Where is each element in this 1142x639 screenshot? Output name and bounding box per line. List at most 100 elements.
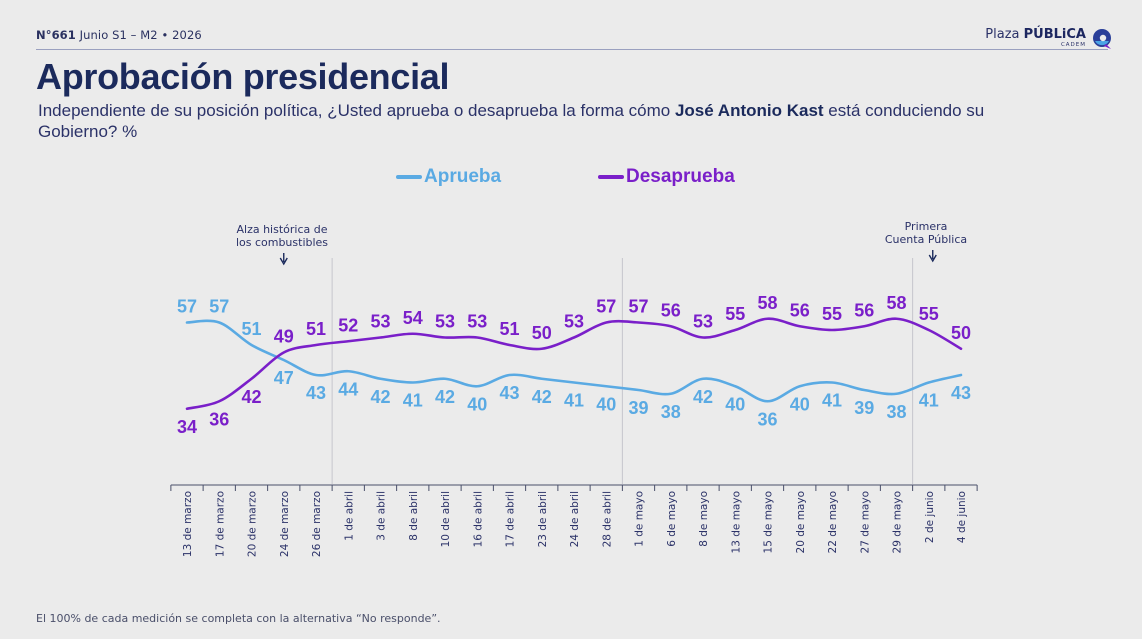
- annotation-account-line2: Cuenta Pública: [884, 233, 968, 246]
- arrow-account-icon: [928, 250, 937, 263]
- legend-desaprueba-label: Desaprueba: [626, 166, 735, 187]
- arrow-fuel-icon: [279, 253, 288, 266]
- x-tick-label: 8 de mayo: [698, 491, 710, 547]
- data-label-desaprueba: 50: [532, 323, 552, 343]
- data-label-aprueba: 40: [596, 394, 616, 414]
- data-label-desaprueba: 55: [725, 304, 745, 324]
- data-label-desaprueba: 57: [596, 297, 616, 317]
- x-tick-label: 24 de abril: [569, 491, 581, 547]
- x-tick-label: 24 de marzo: [279, 491, 291, 557]
- x-tick-label: 1 de abril: [343, 491, 355, 541]
- subtitle-name: José Antonio Kast: [674, 101, 824, 120]
- data-label-aprueba: 40: [467, 394, 487, 414]
- annotation-fuel: Alza histórica de los combustibles: [222, 223, 342, 249]
- data-label-desaprueba: 56: [661, 300, 681, 320]
- legend-aprueba-label: Aprueba: [424, 166, 502, 187]
- data-label-desaprueba: 52: [338, 315, 358, 335]
- data-label-aprueba: 43: [951, 383, 971, 403]
- data-label-desaprueba: 55: [919, 304, 939, 324]
- data-label-aprueba: 42: [435, 387, 455, 407]
- annotation-fuel-line2: los combustibles: [235, 236, 329, 249]
- issue-detail: Junio S1 – M2 • 2026: [79, 28, 202, 42]
- question-subtitle: Independiente de su posición política, ¿…: [38, 100, 998, 142]
- data-label-desaprueba: 57: [628, 297, 648, 317]
- data-label-desaprueba: 58: [886, 293, 906, 313]
- data-label-desaprueba: 58: [757, 293, 777, 313]
- data-label-aprueba: 39: [854, 398, 874, 418]
- x-tick-label: 15 de mayo: [763, 491, 775, 553]
- x-tick-label: 22 de mayo: [827, 491, 839, 553]
- brand-prefix: Plaza: [985, 27, 1020, 42]
- data-label-desaprueba: 53: [467, 312, 487, 332]
- annotation-account-line1: Primera: [904, 220, 948, 233]
- legend-aprueba-swatch: [396, 175, 422, 179]
- data-label-desaprueba: 53: [370, 312, 390, 332]
- data-label-aprueba: 42: [693, 387, 713, 407]
- data-label-desaprueba: 51: [499, 319, 519, 339]
- data-label-aprueba: 42: [532, 387, 552, 407]
- data-label-aprueba: 41: [564, 391, 584, 411]
- subtitle-part2: está conduciendo su Gobierno? %: [38, 101, 985, 141]
- x-tick-label: 10 de abril: [440, 491, 452, 547]
- data-label-desaprueba: 50: [951, 323, 971, 343]
- x-tick-label: 3 de abril: [376, 491, 388, 541]
- header-divider: [36, 49, 1108, 50]
- data-label-aprueba: 40: [790, 394, 810, 414]
- x-tick-label: 13 de mayo: [730, 491, 742, 553]
- brand-sub: CADEM: [1060, 42, 1086, 48]
- data-label-desaprueba: 36: [209, 409, 229, 429]
- x-tick-label: 20 de marzo: [247, 491, 259, 557]
- brand-name: PÚBLiCA: [1023, 27, 1086, 42]
- data-label-aprueba: 43: [499, 383, 519, 403]
- x-tick-label: 23 de abril: [537, 491, 549, 547]
- data-label-aprueba: 38: [661, 402, 681, 422]
- data-label-aprueba: 36: [757, 409, 777, 429]
- series-line-aprueba: [185, 319, 963, 403]
- x-tick-label: 28 de abril: [601, 491, 613, 547]
- data-label-desaprueba: 53: [564, 312, 584, 332]
- data-label-aprueba: 51: [241, 319, 261, 339]
- issue-label: N°661 Junio S1 – M2 • 2026: [36, 28, 202, 42]
- brand-bubble-icon: [1093, 29, 1111, 49]
- data-label-aprueba: 57: [209, 297, 229, 317]
- data-label-desaprueba: 55: [822, 304, 842, 324]
- page-title: Aprobación presidencial: [36, 56, 450, 97]
- x-tick-label: 13 de marzo: [182, 491, 194, 557]
- data-label-aprueba: 47: [274, 368, 294, 388]
- x-tick-label: 17 de marzo: [214, 491, 226, 557]
- data-label-aprueba: 42: [370, 387, 390, 407]
- data-label-desaprueba: 34: [177, 417, 197, 437]
- x-tick-label: 2 de junio: [924, 491, 936, 543]
- x-tick-label: 27 de mayo: [859, 491, 871, 553]
- data-label-desaprueba: 51: [306, 319, 326, 339]
- brand-logo: Plaza PÚBLiCA CADEM: [985, 28, 1086, 49]
- x-tick-label: 6 de mayo: [666, 491, 678, 547]
- data-label-aprueba: 44: [338, 379, 358, 399]
- legend-aprueba: Aprueba: [396, 166, 501, 188]
- data-label-aprueba: 38: [886, 402, 906, 422]
- legend-desaprueba: Desaprueba: [598, 166, 735, 188]
- issue-number: N°661: [36, 28, 76, 42]
- data-label-desaprueba: 49: [274, 327, 294, 347]
- legend-desaprueba-swatch: [598, 175, 624, 179]
- data-label-desaprueba: 56: [854, 300, 874, 320]
- data-label-aprueba: 41: [403, 391, 423, 411]
- data-label-desaprueba: 53: [693, 312, 713, 332]
- data-label-aprueba: 39: [628, 398, 648, 418]
- series-line-desaprueba: [185, 317, 963, 411]
- data-label-desaprueba: 42: [241, 387, 261, 407]
- data-label-desaprueba: 53: [435, 312, 455, 332]
- data-label-desaprueba: 54: [403, 308, 423, 328]
- subtitle-part1: Independiente de su posición política, ¿…: [38, 101, 675, 120]
- x-tick-label: 17 de abril: [505, 491, 517, 547]
- x-tick-label: 1 de mayo: [634, 491, 646, 547]
- data-label-aprueba: 41: [822, 391, 842, 411]
- x-tick-label: 26 de marzo: [311, 491, 323, 557]
- annotation-account: Primera Cuenta Pública: [870, 220, 982, 246]
- footnote: El 100% de cada medición se completa con…: [36, 612, 441, 625]
- x-tick-label: 4 de junio: [956, 491, 968, 543]
- data-label-aprueba: 41: [919, 391, 939, 411]
- x-tick-label: 8 de abril: [408, 491, 420, 541]
- data-label-desaprueba: 56: [790, 300, 810, 320]
